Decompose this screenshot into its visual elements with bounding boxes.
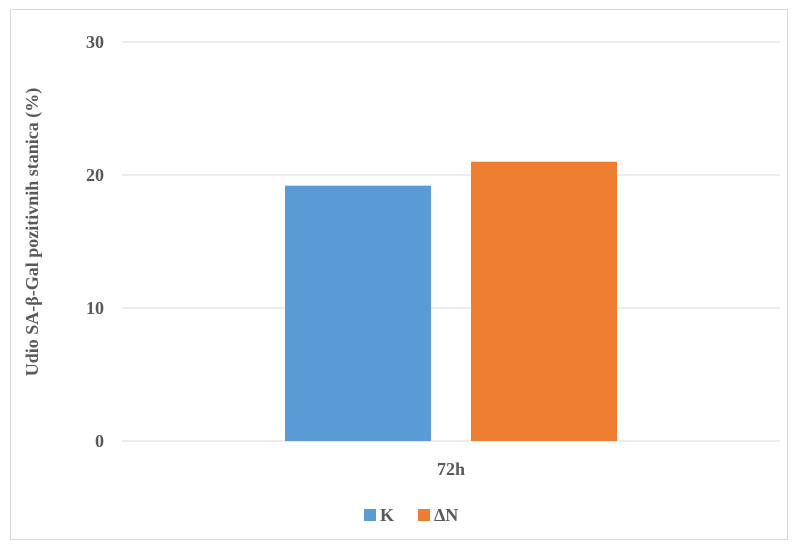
x-tick-label: 72h: [437, 459, 465, 479]
y-tick-label: 20: [86, 165, 104, 185]
legend: K ΔN: [364, 505, 458, 525]
x-tick-labels: 72h: [437, 459, 465, 479]
legend-label: K: [380, 505, 394, 525]
y-tick-label: 30: [86, 32, 104, 52]
gridlines: [122, 41, 780, 442]
bar-delta-n: [471, 161, 617, 441]
y-tick-labels: 0 10 20 30: [86, 32, 104, 451]
bars: [285, 161, 617, 441]
y-axis-title: Udio SA-β-Gal pozitivnih stanica (%): [22, 88, 43, 377]
y-tick-label: 10: [86, 298, 104, 318]
legend-swatch: [364, 509, 376, 521]
bar-k: [285, 185, 431, 441]
legend-label: ΔN: [434, 505, 458, 525]
legend-swatch: [418, 509, 430, 521]
y-tick-label: 0: [95, 431, 104, 451]
